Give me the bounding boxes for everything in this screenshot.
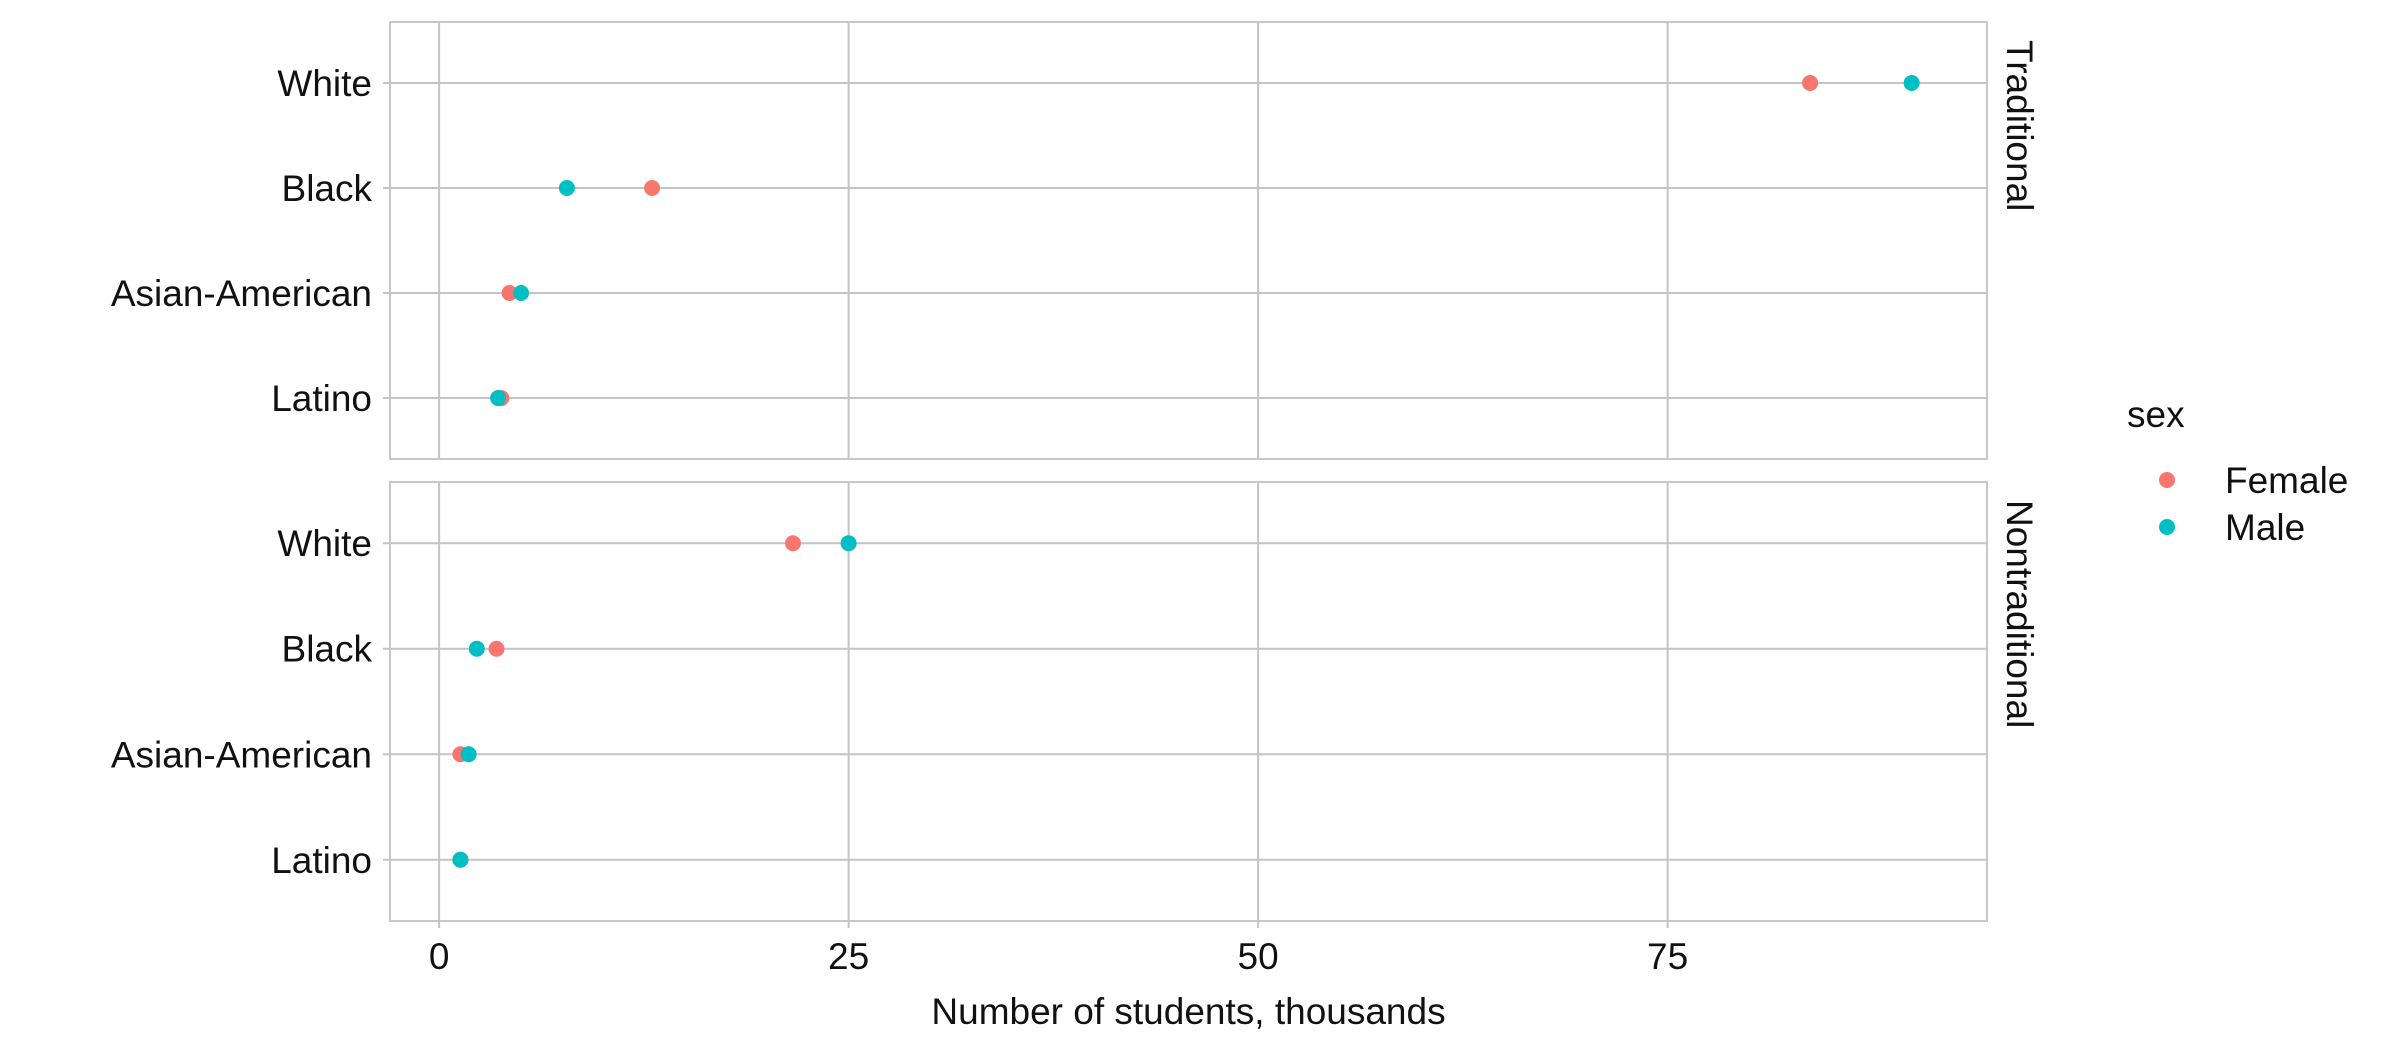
point-traditional-white-male	[1903, 74, 1920, 91]
x-tick-label-50: 50	[1238, 936, 1279, 977]
y-label-nontraditional-white: White	[277, 523, 372, 564]
panel-traditional	[389, 21, 1988, 460]
facet-strip-traditional: Traditional	[1999, 40, 2040, 211]
legend-label-male: Male	[2225, 507, 2305, 548]
legend-key-male	[2159, 519, 2175, 535]
x-tick-label-0: 0	[429, 936, 450, 977]
point-nontraditional-asian-american-male	[460, 746, 477, 763]
panel-nontraditional	[389, 481, 1988, 922]
y-label-nontraditional-latino: Latino	[271, 840, 372, 881]
point-traditional-white-female	[1802, 74, 1819, 91]
point-traditional-asian-american-female	[501, 285, 518, 302]
x-axis-title: Number of students, thousands	[931, 991, 1445, 1032]
y-label-nontraditional-black: Black	[282, 629, 373, 670]
point-nontraditional-white-male	[840, 535, 857, 552]
legend-key-female	[2159, 472, 2175, 488]
point-nontraditional-black-female	[488, 640, 505, 657]
facet-strip-nontraditional: Nontraditional	[1999, 500, 2040, 728]
point-nontraditional-latino-male	[452, 851, 469, 868]
point-nontraditional-black-male	[468, 640, 485, 657]
point-traditional-black-male	[558, 179, 575, 196]
y-label-traditional-latino: Latino	[271, 378, 372, 419]
y-label-traditional-asian-american: Asian-American	[111, 273, 372, 314]
point-traditional-asian-american-male	[513, 285, 530, 302]
y-label-nontraditional-asian-american: Asian-American	[111, 734, 372, 775]
legend-title: sex	[2127, 394, 2185, 435]
y-label-traditional-black: Black	[282, 168, 373, 209]
x-tick-label-75: 75	[1647, 936, 1688, 977]
point-traditional-latino-male	[490, 390, 507, 407]
y-label-traditional-white: White	[277, 63, 372, 104]
x-tick-label-25: 25	[828, 936, 869, 977]
point-traditional-black-female	[644, 179, 661, 196]
point-nontraditional-white-female	[784, 535, 801, 552]
legend-label-female: Female	[2225, 460, 2348, 501]
